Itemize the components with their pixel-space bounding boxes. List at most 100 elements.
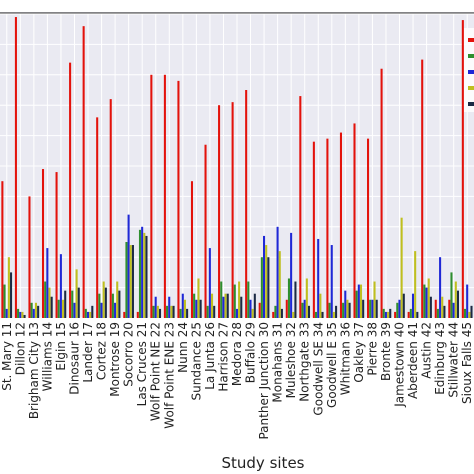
bar [3, 284, 6, 318]
bar [315, 311, 318, 318]
bar [57, 299, 60, 318]
bar [197, 278, 200, 318]
bar [371, 299, 374, 318]
bar [71, 290, 74, 318]
bar [193, 293, 196, 318]
bar [450, 272, 453, 318]
bar [346, 299, 349, 318]
bar [240, 296, 243, 318]
bar [141, 226, 144, 318]
bar [73, 302, 76, 318]
bar [30, 302, 33, 318]
bar [199, 299, 202, 318]
bar [183, 299, 186, 318]
legend-swatch [468, 38, 474, 42]
x-tick-label: Buffalo 29 [244, 322, 258, 383]
bar [454, 281, 457, 318]
bar [292, 311, 295, 318]
bar [100, 302, 103, 318]
bar [396, 302, 399, 318]
x-tick-label: Nunn 24 [176, 322, 190, 373]
bar [353, 123, 356, 318]
bar [303, 299, 306, 318]
bar [102, 281, 105, 318]
bar [307, 305, 311, 318]
bar [186, 308, 189, 318]
bar [443, 305, 446, 318]
x-tick-label: Goodwell SE 34 [311, 322, 325, 416]
x-tick-label: Pierre 38 [365, 322, 379, 376]
bar [398, 299, 401, 318]
bar [48, 287, 51, 318]
bar [224, 293, 227, 318]
bar [274, 305, 277, 318]
bar [7, 257, 10, 318]
x-tick-label: Brigham City 13 [27, 322, 41, 419]
bar [357, 284, 360, 318]
bar [75, 269, 78, 318]
bar [145, 235, 148, 318]
bar [367, 138, 370, 318]
bar [168, 296, 171, 318]
legend-swatch [468, 54, 474, 58]
x-tick-label: Whitman 36 [338, 322, 352, 395]
x-tick-label: Goodwell E 35 [325, 322, 339, 408]
bar [434, 299, 437, 318]
bar [206, 305, 209, 318]
x-tick-label: Medora 28 [230, 322, 244, 386]
x-tick-label: Wolf Point ENE 23 [162, 322, 176, 429]
bar [34, 302, 37, 318]
bar [21, 311, 24, 318]
bar [328, 302, 331, 318]
bar [55, 172, 58, 318]
bar [402, 293, 405, 318]
bar [342, 302, 345, 318]
bar [28, 196, 31, 318]
x-tick-label: Socorro 20 [122, 322, 136, 387]
bar [220, 281, 223, 318]
x-tick-label: Williams 14 [40, 322, 54, 391]
bar [154, 296, 157, 318]
x-tick-label: Cortez 18 [95, 322, 109, 380]
bar [267, 257, 270, 318]
bar [181, 293, 184, 318]
bar [129, 245, 132, 318]
bar [387, 311, 390, 318]
bar [238, 281, 241, 318]
bar [10, 272, 13, 318]
bar [249, 299, 252, 318]
bar [335, 305, 338, 318]
bar [463, 308, 467, 318]
x-tick-label: Panther Junction 30 [257, 322, 271, 440]
x-tick-label: Sundance 25 [189, 322, 203, 400]
bar [305, 278, 308, 318]
bar [456, 290, 459, 318]
bar [321, 311, 324, 318]
bar [233, 284, 236, 318]
bar [470, 305, 473, 318]
bar [17, 308, 20, 318]
bar [235, 308, 238, 318]
bar [156, 305, 159, 318]
bar [86, 311, 90, 318]
bar [332, 311, 335, 318]
bar [348, 302, 351, 318]
bar [389, 308, 392, 318]
bar [452, 302, 455, 318]
bar [177, 80, 180, 318]
bar [276, 226, 279, 318]
bar [14, 17, 17, 318]
bar [278, 251, 281, 318]
bar [317, 238, 320, 318]
bar [116, 281, 119, 318]
legend-swatch [468, 70, 474, 74]
bar [466, 284, 469, 318]
bar [326, 138, 329, 318]
legend-swatch [468, 86, 474, 90]
bar [461, 20, 464, 319]
bar [59, 254, 62, 318]
bar [301, 302, 304, 318]
x-tick-label: Northgate 33 [298, 322, 312, 402]
bar [400, 217, 403, 318]
